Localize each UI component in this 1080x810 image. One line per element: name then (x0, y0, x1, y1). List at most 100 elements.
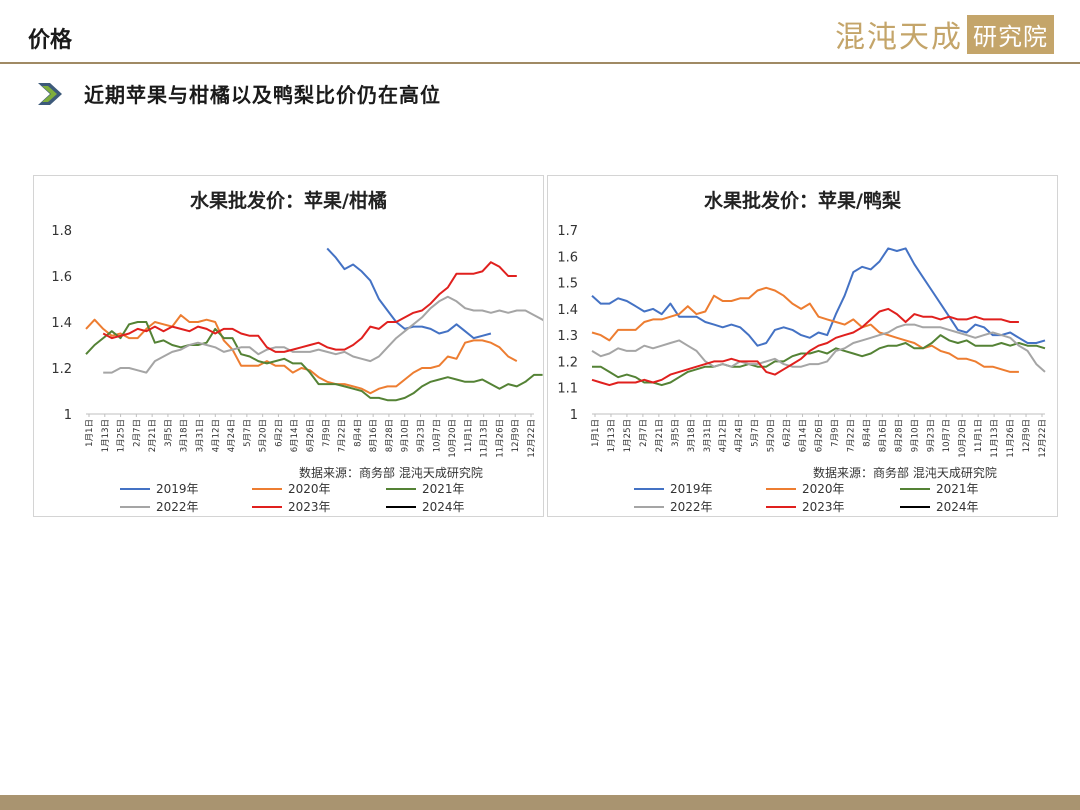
x-tick-label: 1月13日 (607, 419, 617, 452)
x-tick-label: 1月1日 (591, 419, 601, 447)
legend-swatch (120, 487, 150, 490)
legend-label: 2021年 (936, 482, 979, 496)
x-tick-label: 4月12日 (211, 419, 221, 452)
legend-label: 2019年 (156, 482, 199, 496)
legend-item-2024: 2024年 (900, 498, 979, 515)
legend-swatch (634, 487, 664, 490)
x-tick-label: 9月10日 (910, 419, 920, 452)
legend-swatch (900, 487, 930, 490)
y-tick-label: 1.4 (557, 303, 578, 318)
x-tick-label: 6月26日 (815, 419, 825, 452)
page-title: 价格 (28, 28, 73, 53)
x-tick-label: 9月23日 (926, 419, 936, 452)
x-tick-label: 10月20日 (448, 419, 458, 458)
x-tick-label: 11月13日 (480, 419, 490, 458)
x-tick-label: 10月20日 (958, 419, 968, 458)
x-tick-label: 8月16日 (878, 419, 888, 452)
legend-swatch (252, 487, 282, 490)
x-tick-label: 11月26日 (1006, 419, 1016, 458)
legend-label: 2022年 (156, 500, 199, 514)
legend-label: 2020年 (802, 482, 845, 496)
series-line-2021 (85, 321, 543, 402)
x-tick-label: 4月12日 (719, 419, 729, 452)
legend-item-2020: 2020年 (252, 480, 331, 497)
legend-swatch (252, 505, 282, 508)
y-tick-label: 1.6 (557, 250, 578, 265)
logo-box-text: 研究院 (967, 14, 1054, 54)
x-tick-label: 5月20日 (259, 419, 269, 452)
legend-label: 2021年 (422, 482, 465, 496)
footer-bar (0, 795, 1080, 810)
x-tick-label: 12月9日 (1022, 419, 1032, 452)
series-line-2023 (102, 261, 517, 353)
chart-source: 数据来源：商务部 混沌天成研究院 (813, 466, 997, 480)
chart-title: 水果批发价：苹果/鸭梨 (704, 190, 901, 212)
series-line-2019 (326, 247, 492, 340)
x-tick-label: 5月20日 (767, 419, 777, 452)
legend-item-2023: 2023年 (252, 498, 331, 515)
x-tick-label: 2月21日 (655, 419, 665, 452)
series-line-2022 (103, 295, 543, 374)
series-line-2022 (591, 323, 1046, 373)
legend-item-2019: 2019年 (634, 480, 713, 497)
legend-item-2021: 2021年 (900, 480, 979, 497)
legend-swatch (634, 505, 664, 508)
x-tick-label: 4月24日 (735, 419, 745, 452)
x-tick-label: 11月13日 (990, 419, 1000, 458)
x-tick-label: 6月14日 (799, 419, 809, 452)
legend-item-2019: 2019年 (120, 480, 199, 497)
x-tick-label: 6月26日 (306, 419, 316, 452)
series-line-2020 (85, 314, 518, 395)
chart-plot: 1 1.1 1.2 1.3 1.4 1.5 1.6 1.7 1月1日 1月13日 1月25日 2月7日… (557, 224, 1048, 458)
chart-apple-pear: 水果批发价：苹果/鸭梨 1 1.1 1.2 1.3 1.4 1.5 1.6 1.7 1月1日 1月… (547, 175, 1058, 517)
legend-swatch (766, 505, 796, 508)
x-tick-label: 4月24日 (227, 419, 237, 452)
x-tick-label: 3月5日 (671, 419, 681, 447)
x-tick-label: 1月13日 (101, 419, 111, 452)
series-line-2021 (592, 334, 1046, 387)
legend-label: 2022年 (670, 500, 713, 514)
y-tick-label: 1 (570, 408, 578, 423)
x-tick-label: 1月1日 (85, 419, 95, 447)
legend-label: 2024年 (936, 500, 979, 514)
y-tick-label: 1.5 (557, 277, 578, 292)
legend-label: 2019年 (670, 482, 713, 496)
x-tick-label: 3月5日 (164, 419, 174, 447)
legend-item-2021: 2021年 (386, 480, 465, 497)
y-tick-label: 1.4 (51, 316, 72, 331)
x-tick-label: 9月10日 (401, 419, 411, 452)
legend-swatch (900, 505, 930, 508)
x-tick-label: 12月22日 (527, 419, 537, 458)
x-tick-label: 8月28日 (894, 419, 904, 452)
legend-item-2024: 2024年 (386, 498, 465, 515)
legend-item-2023: 2023年 (766, 498, 845, 515)
x-tick-label: 6月2日 (274, 419, 284, 447)
chart-apple-citrus: 水果批发价：苹果/柑橘 1 1.2 1.4 1.6 1.8 1月1日 1月13日 1月25日 2… (33, 175, 544, 517)
y-tick-label: 1.6 (51, 270, 72, 285)
x-tick-label: 10月7日 (942, 419, 952, 452)
x-tick-label: 6月14日 (290, 419, 300, 452)
x-tick-label: 3月31日 (703, 419, 713, 452)
company-logo: 混沌天成 研究院 (835, 14, 1054, 55)
y-tick-label: 1.7 (557, 224, 578, 239)
legend-swatch (386, 487, 416, 490)
y-tick-label: 1.1 (557, 382, 578, 397)
x-tick-label: 2月7日 (132, 419, 142, 447)
x-tick-label: 10月7日 (432, 419, 442, 452)
chevron-right-icon (38, 83, 62, 105)
legend-label: 2023年 (802, 500, 845, 514)
legend-swatch (766, 487, 796, 490)
legend-swatch (120, 505, 150, 508)
x-tick-label: 7月22日 (846, 419, 856, 452)
x-tick-label: 11月26日 (495, 419, 505, 458)
x-tick-label: 12月22日 (1038, 419, 1048, 458)
legend-label: 2023年 (288, 500, 331, 514)
x-tick-label: 8月28日 (385, 419, 395, 452)
x-tick-label: 2月7日 (639, 419, 649, 447)
x-tick-label: 1月25日 (623, 419, 633, 452)
series-line-2019 (591, 247, 1046, 347)
x-tick-label: 7月22日 (338, 419, 348, 452)
legend-label: 2024年 (422, 500, 465, 514)
chart-title: 水果批发价：苹果/柑橘 (190, 190, 387, 212)
logo-text: 混沌天成 (835, 20, 963, 55)
